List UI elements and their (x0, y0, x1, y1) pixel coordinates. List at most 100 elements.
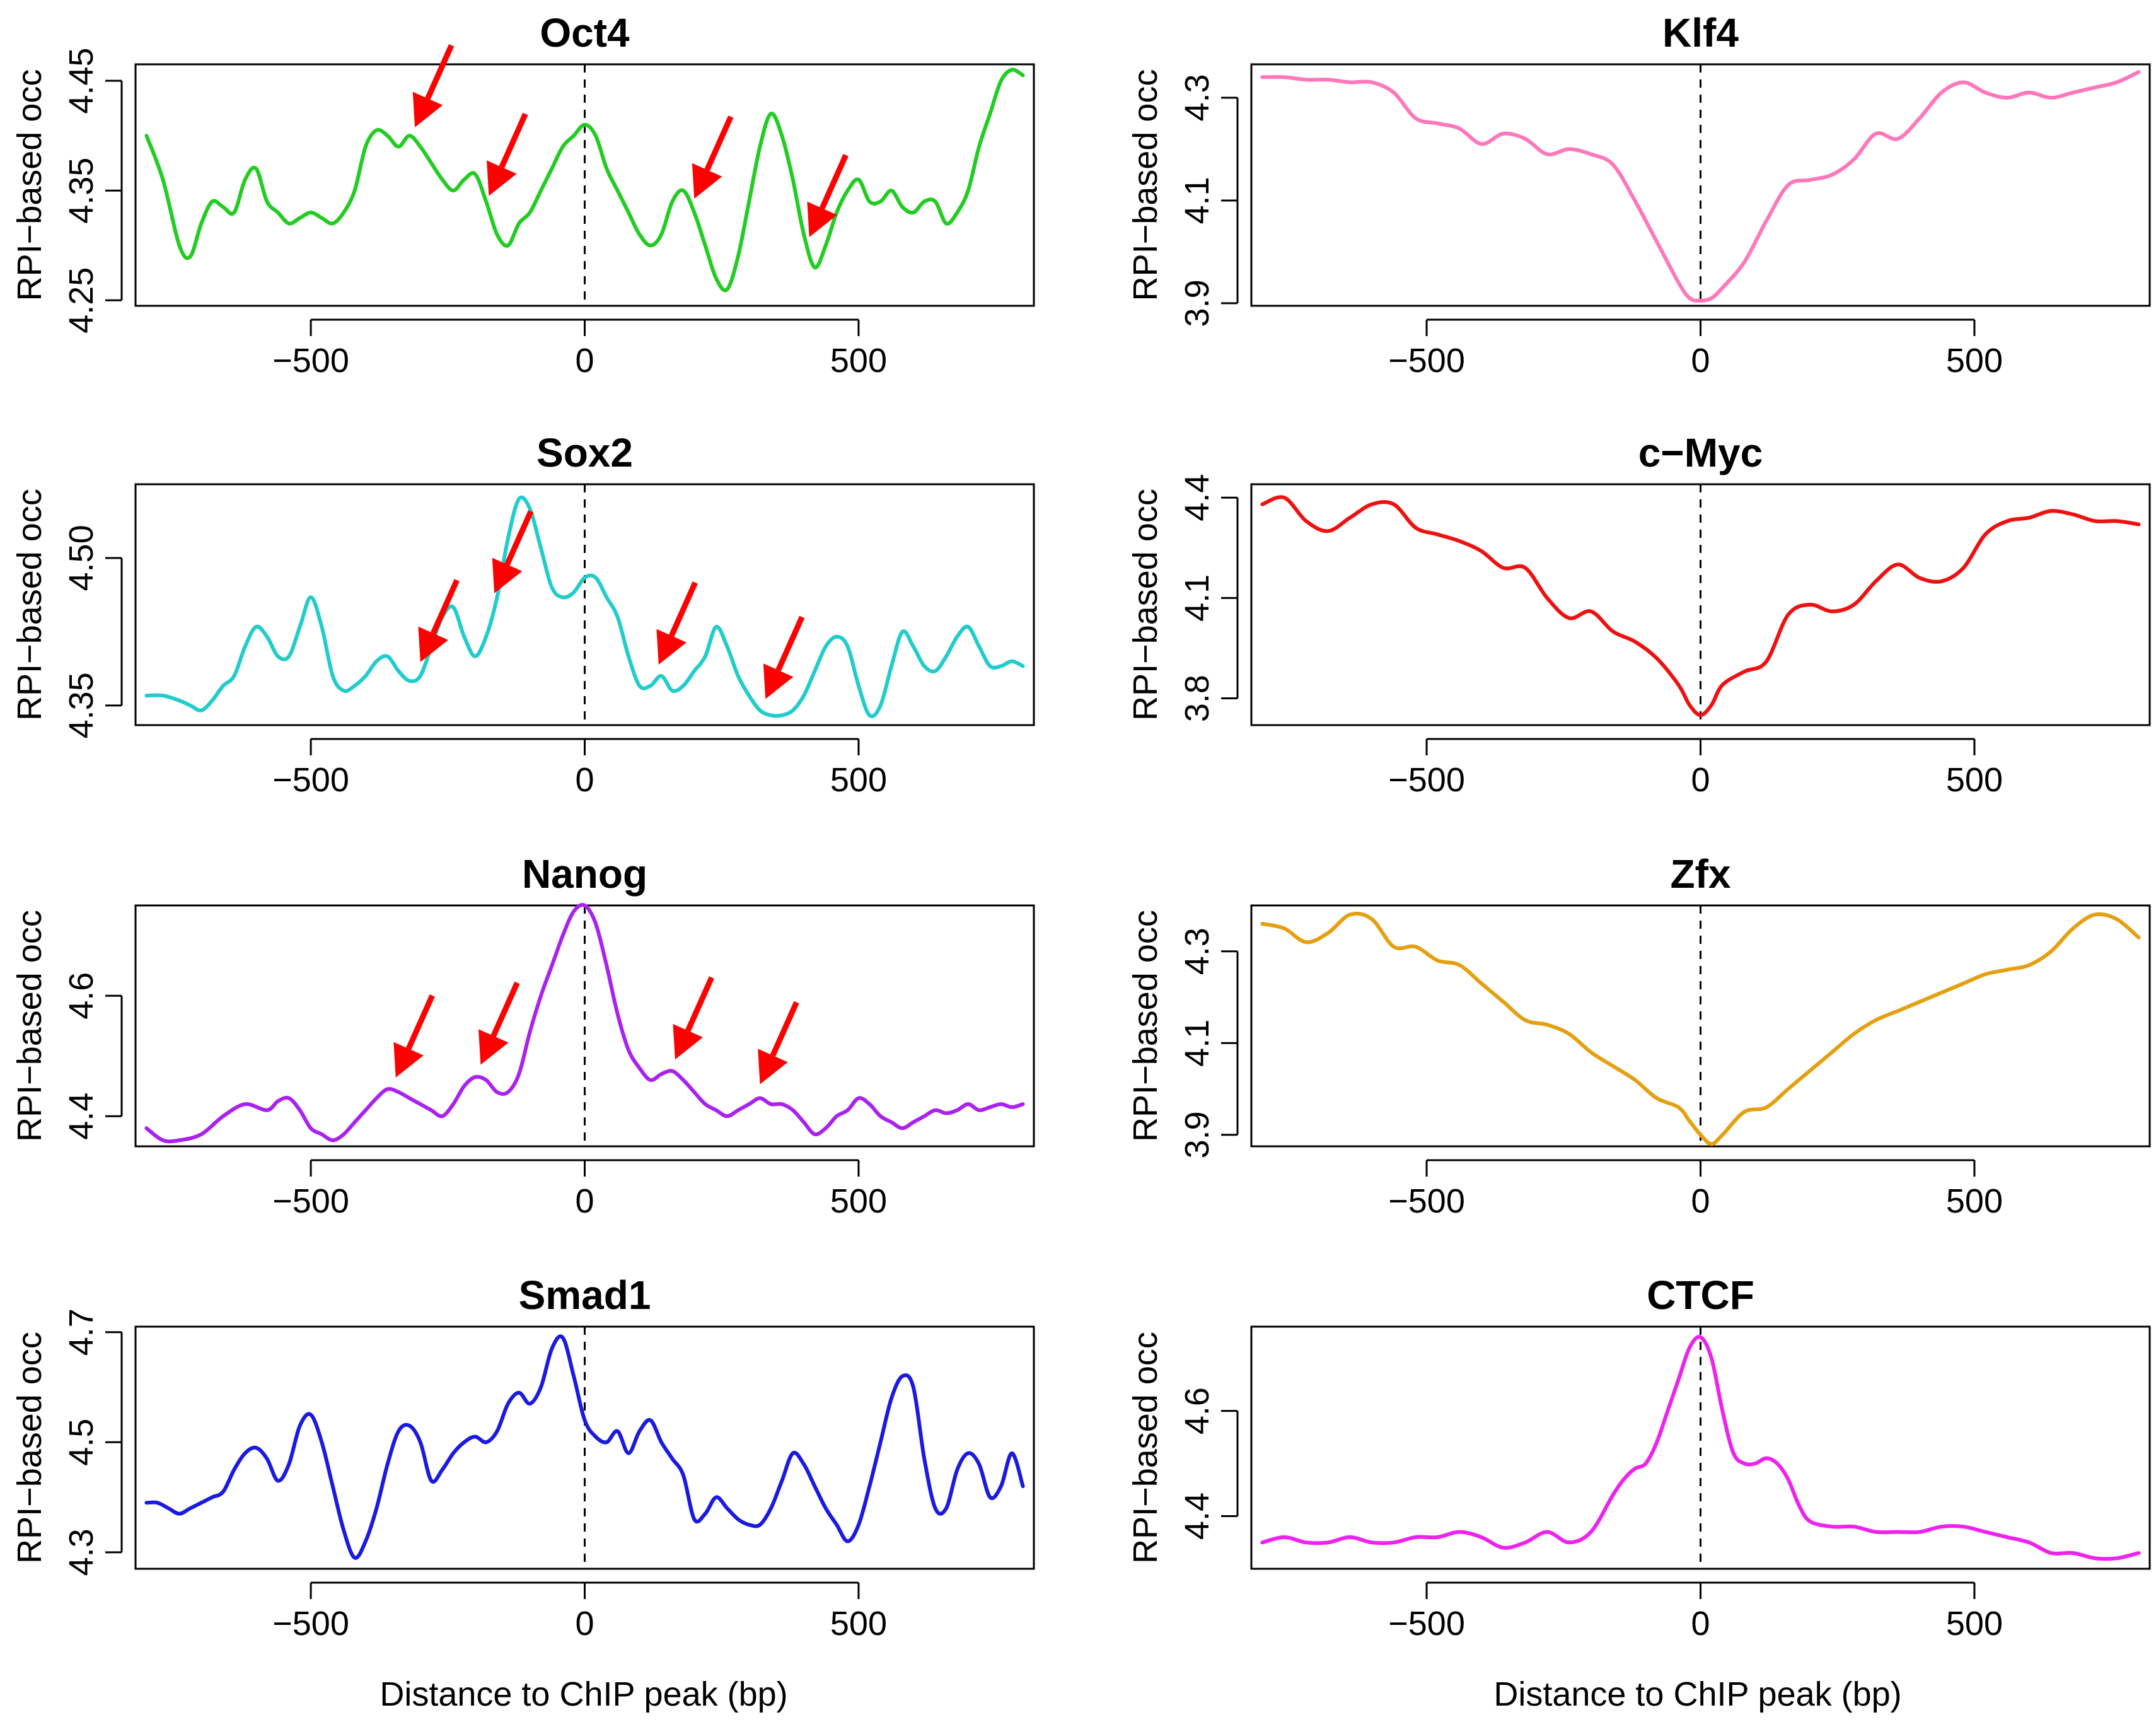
red-arrow-shaft (504, 510, 534, 566)
panel-zfx: Zfx −500 0 500 3.9 4.1 4.3 RPI−based occ (1127, 851, 2151, 1220)
panel-title: Klf4 (1662, 10, 1739, 55)
red-arrow-head (656, 629, 687, 665)
panel-c-myc: c−Myc −500 0 500 3.8 4.1 4.4 RPI−based occ (1127, 430, 2151, 799)
red-arrow-icon (492, 510, 534, 593)
y-tick-label: 4.7 (62, 1308, 100, 1356)
y-tick-label: 4.4 (1178, 474, 1216, 521)
red-arrow-head (692, 163, 722, 199)
panel-title: CTCF (1647, 1272, 1754, 1318)
panel-nanog: Nanog −500 0 500 4.4 4.6 RPI−based occ (11, 851, 1035, 1220)
x-axis-title-left: Distance to ChIP peak (bp) (380, 1675, 787, 1713)
red-arrow-head (807, 201, 837, 237)
y-axis-title: RPI−based occ (1127, 489, 1164, 721)
series-line-oct4 (144, 67, 1025, 293)
x-tick-label: 0 (1691, 761, 1710, 799)
series-line-smad1 (144, 1334, 1025, 1560)
y-axis-title: RPI−based occ (1127, 1332, 1164, 1564)
red-arrow-icon (692, 115, 734, 199)
panel-title: Zfx (1671, 851, 1731, 897)
x-tick-label: 500 (1946, 761, 2003, 799)
x-tick-label: 500 (1946, 1605, 2003, 1643)
red-arrow-icon (758, 1001, 799, 1085)
red-arrow-head (492, 557, 523, 593)
x-tick-label: 500 (830, 1605, 887, 1643)
x-tick-label: 0 (575, 1605, 594, 1643)
y-tick-label: 4.3 (1178, 74, 1216, 121)
panel-title: Nanog (522, 851, 647, 897)
red-arrow-head (673, 1023, 703, 1060)
y-tick-label: 4.6 (62, 972, 100, 1020)
red-arrow-icon (763, 615, 805, 699)
red-arrow-shaft (425, 44, 455, 100)
y-tick-label: 4.50 (62, 525, 100, 591)
red-arrow-shaft (775, 615, 805, 672)
red-arrow-head (758, 1049, 788, 1085)
x-tick-label: 0 (575, 1182, 594, 1220)
x-tick-label: 0 (1691, 1182, 1710, 1220)
red-arrow-head (418, 626, 448, 663)
x-tick-label: 500 (830, 1182, 887, 1220)
x-tick-label: 0 (1691, 1605, 1710, 1643)
y-tick-label: 4.5 (62, 1419, 100, 1466)
y-tick-label: 3.9 (1178, 279, 1216, 327)
red-arrow-shaft (431, 579, 460, 635)
red-arrow-shaft (499, 112, 528, 168)
x-tick-label: 500 (830, 342, 887, 380)
y-tick-label: 4.4 (1178, 1492, 1216, 1540)
y-tick-label: 4.45 (62, 48, 100, 114)
y-tick-label: 3.9 (1178, 1111, 1216, 1158)
x-axis-title-right: Distance to ChIP peak (bp) (1493, 1675, 1901, 1713)
x-tick-label: −500 (1388, 761, 1465, 799)
y-tick-label: 4.25 (62, 267, 100, 334)
red-arrow-head (487, 160, 517, 196)
y-tick-label: 4.3 (1178, 928, 1216, 975)
red-arrow-icon (673, 976, 714, 1060)
red-arrow-head (763, 663, 794, 699)
y-axis-title: RPI−based occ (11, 69, 49, 301)
panel-title: Oct4 (540, 10, 630, 55)
red-arrow-icon (487, 112, 528, 196)
x-tick-label: 500 (830, 761, 887, 799)
red-arrow-shaft (820, 154, 849, 210)
series-line-c-myc (1260, 495, 2141, 718)
y-tick-label: 4.3 (62, 1528, 100, 1576)
panel-title: Smad1 (519, 1272, 651, 1318)
red-arrow-shaft (770, 1001, 799, 1057)
y-axis-title: RPI−based occ (11, 1332, 49, 1564)
red-arrow-shaft (685, 976, 714, 1032)
red-arrow-icon (418, 579, 460, 663)
red-arrow-icon (412, 44, 455, 127)
y-axis-title: RPI−based occ (11, 489, 49, 721)
x-tick-label: 0 (1691, 342, 1710, 380)
y-tick-label: 4.6 (1178, 1387, 1216, 1434)
y-axis-title: RPI−based occ (11, 910, 49, 1142)
x-tick-label: −500 (1388, 342, 1465, 380)
y-tick-label: 4.1 (1178, 177, 1216, 224)
x-tick-label: −500 (1388, 1605, 1465, 1643)
x-tick-label: −500 (1388, 1182, 1465, 1220)
x-tick-label: −500 (272, 1605, 349, 1643)
x-tick-label: −500 (272, 342, 349, 380)
y-axis-title: RPI−based occ (1127, 69, 1164, 301)
series-line-zfx (1260, 911, 2141, 1146)
panel-ctcf: CTCF −500 0 500 4.4 4.6 RPI−based occ (1127, 1272, 2151, 1643)
x-tick-label: 500 (1946, 342, 2003, 380)
panel-title: c−Myc (1638, 430, 1763, 475)
x-tick-label: −500 (272, 1182, 349, 1220)
panel-sox2: Sox2 −500 0 500 4.35 4.50 RPI−based occ (11, 430, 1035, 799)
panel-title: Sox2 (536, 430, 633, 475)
series-line-ctcf (1260, 1335, 2141, 1561)
red-arrow-head (412, 91, 443, 127)
x-tick-label: 500 (1946, 1182, 2003, 1220)
red-arrow-icon (393, 994, 435, 1078)
series-line-klf4 (1260, 70, 2141, 303)
y-tick-label: 4.35 (62, 672, 100, 738)
y-tick-label: 4.1 (1178, 574, 1216, 622)
y-tick-label: 4.35 (62, 158, 100, 224)
y-tick-label: 3.8 (1178, 675, 1216, 722)
y-tick-label: 4.4 (62, 1093, 100, 1140)
red-arrow-shaft (405, 994, 435, 1050)
y-axis-title: RPI−based occ (1127, 910, 1164, 1142)
panel-oct4: Oct4 −500 0 500 4.25 4.35 4.45 RPI−based occ (11, 10, 1035, 380)
